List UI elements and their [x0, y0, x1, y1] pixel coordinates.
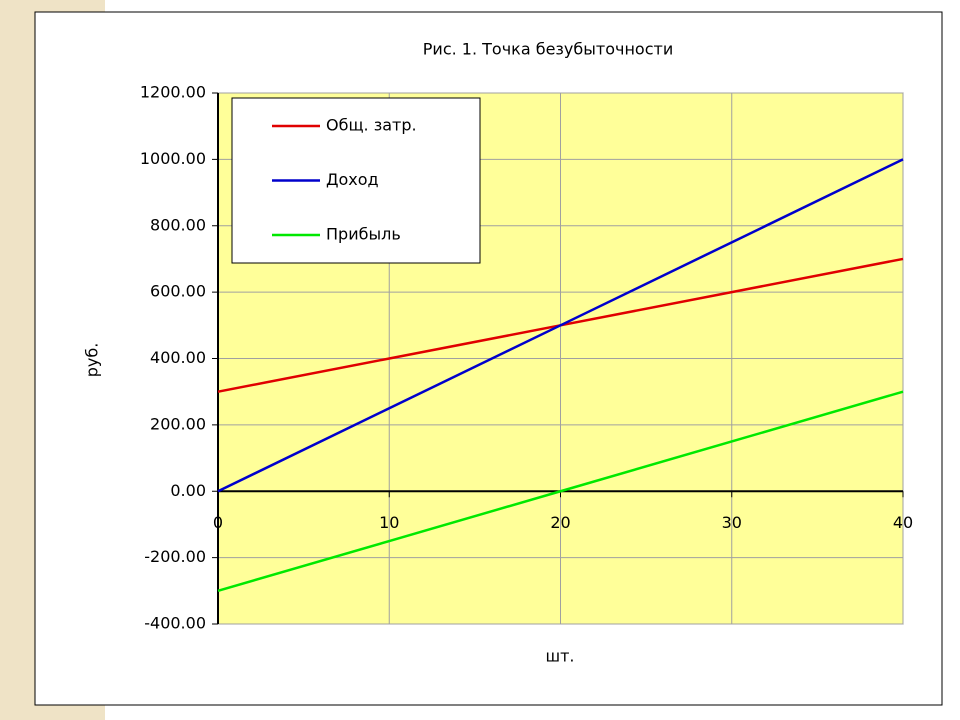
legend-label: Доход: [326, 170, 379, 189]
y-tick-label: 1000.00: [140, 149, 206, 168]
x-axis-label: шт.: [545, 647, 574, 666]
y-tick-label: 600.00: [150, 282, 206, 301]
y-tick-label: 1200.00: [140, 83, 206, 102]
y-tick-label: -400.00: [144, 614, 206, 633]
x-tick-label: 20: [550, 513, 570, 532]
y-tick-label: 400.00: [150, 348, 206, 367]
x-tick-label: 40: [893, 513, 913, 532]
x-tick-label: 10: [379, 513, 399, 532]
y-tick-label: 0.00: [170, 481, 206, 500]
series-line: [217, 390, 904, 593]
y-tick-label: 200.00: [150, 414, 206, 433]
legend-label: Прибыль: [326, 225, 401, 244]
y-axis-label: руб.: [83, 343, 102, 378]
legend-label: Общ. затр.: [326, 116, 417, 135]
series-line: [217, 158, 904, 493]
chart-title: Рис. 1. Точка безубыточности: [423, 40, 673, 59]
x-tick-label: 30: [722, 513, 742, 532]
y-tick-label: 800.00: [150, 215, 206, 234]
y-tick-label: -200.00: [144, 547, 206, 566]
